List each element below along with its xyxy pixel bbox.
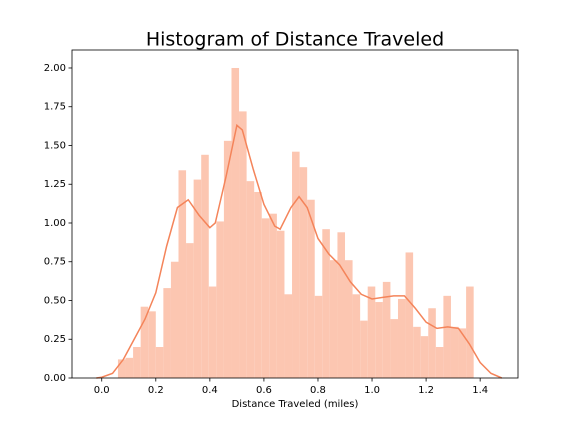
bar <box>345 260 353 378</box>
bar <box>443 295 451 378</box>
bar <box>133 346 141 378</box>
bar <box>292 151 300 378</box>
bar <box>360 320 368 378</box>
x-axis-label: Distance Traveled (miles) <box>232 399 359 410</box>
x-tick-label: 1.2 <box>418 385 434 396</box>
bar <box>269 213 277 378</box>
kde-line <box>96 123 503 379</box>
bar <box>239 111 247 379</box>
bar <box>261 218 270 378</box>
bar <box>466 286 474 378</box>
x-tick-label: 0.4 <box>202 385 218 396</box>
bar <box>170 261 179 378</box>
bar <box>405 252 414 378</box>
bar <box>254 191 262 378</box>
bar <box>352 294 361 378</box>
bar <box>155 346 164 378</box>
bar <box>223 140 232 378</box>
x-tick-label: 0.2 <box>148 385 164 396</box>
y-tick-label: 1.50 <box>44 140 66 151</box>
bar <box>117 359 126 378</box>
bar <box>420 336 429 378</box>
x-tick-label: 1.4 <box>472 385 488 396</box>
x-tick-label: 0.8 <box>310 385 326 396</box>
bar <box>307 199 315 378</box>
bar <box>367 286 376 378</box>
y-tick-label: 1.75 <box>44 102 66 113</box>
bar <box>208 286 217 378</box>
bar <box>428 308 436 378</box>
bar <box>435 346 444 378</box>
axes-frame <box>71 49 519 379</box>
bar <box>299 167 308 378</box>
x-tick-label: 0.6 <box>256 385 272 396</box>
bar <box>458 328 467 378</box>
bar <box>450 326 459 378</box>
bar <box>314 295 323 378</box>
x-tick-label: 0.0 <box>94 385 110 396</box>
y-tick-label: 0.25 <box>44 334 66 345</box>
y-tick-label: 0.00 <box>44 373 66 384</box>
bar <box>397 298 406 378</box>
bar <box>216 221 224 378</box>
bar <box>284 294 293 378</box>
bar <box>201 154 209 378</box>
bar <box>186 243 194 378</box>
bar <box>163 288 171 378</box>
bar <box>322 229 330 378</box>
bar <box>125 357 134 378</box>
bar <box>140 306 149 378</box>
chart-title: Histogram of Distance Traveled <box>146 29 444 51</box>
x-tick-label: 1.0 <box>364 385 380 396</box>
bar <box>231 67 240 379</box>
y-tick-label: 1.00 <box>44 218 66 229</box>
y-tick-label: 1.25 <box>44 179 66 190</box>
y-tick-label: 0.50 <box>44 295 66 306</box>
bar <box>382 281 391 378</box>
bar <box>413 326 421 378</box>
bar <box>276 230 285 378</box>
y-tick-label: 0.75 <box>44 257 66 268</box>
y-tick-label: 2.00 <box>44 63 66 74</box>
bar <box>390 319 398 378</box>
bar <box>375 302 383 378</box>
bar <box>148 311 156 378</box>
bar <box>193 179 202 378</box>
bar <box>246 181 255 378</box>
bar <box>178 170 187 378</box>
bar <box>337 232 346 378</box>
bar <box>329 260 338 378</box>
